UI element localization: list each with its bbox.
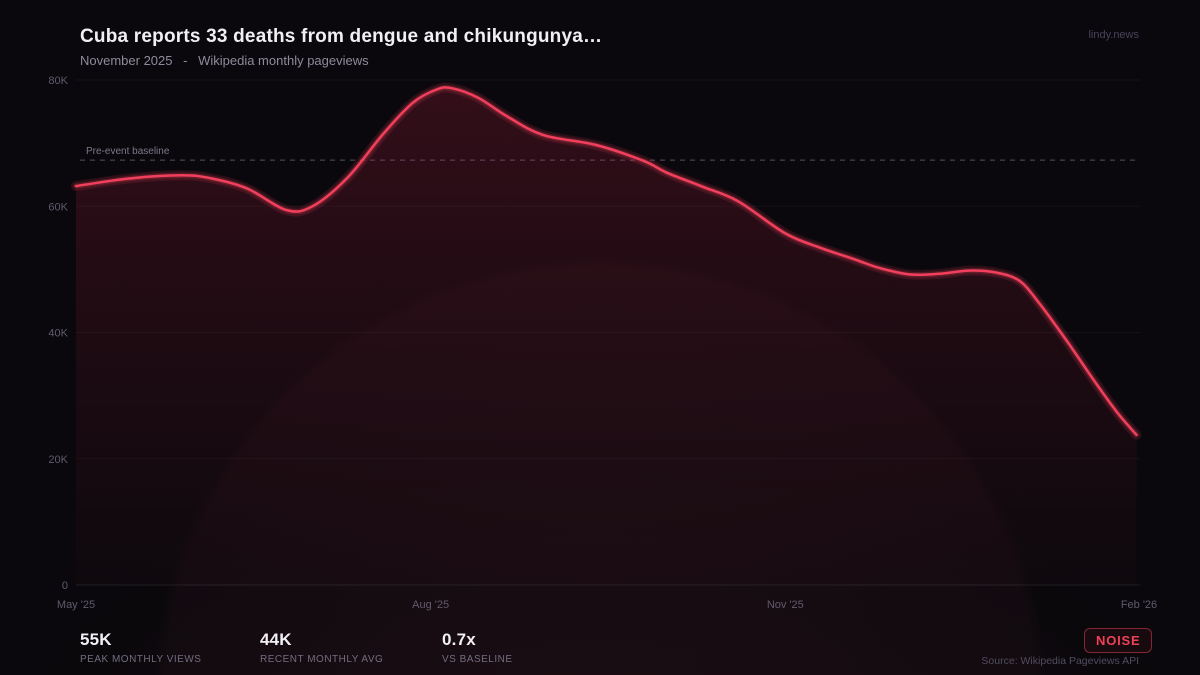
y-tick-60K: 60K: [48, 201, 68, 213]
subtitle-date: November 2025: [80, 53, 173, 68]
x-tick-Aug-'25: Aug '25: [412, 599, 449, 611]
y-tick-80K: 80K: [48, 75, 68, 87]
noise-status-badge: NOISE: [1084, 628, 1153, 653]
y-axis-tick-labels: 80K 60K 40K 20K 0: [48, 75, 68, 592]
stat-value: 44K: [260, 630, 292, 649]
x-tick-Nov-'25: Nov '25: [767, 599, 804, 611]
brand-watermark: lindy.news: [1088, 29, 1139, 41]
y-tick-40K: 40K: [48, 328, 68, 340]
x-tick-May-'25: May '25: [57, 599, 95, 611]
subtitle-source-label: Wikipedia monthly pageviews: [198, 53, 369, 68]
page-title: Cuba reports 33 deaths from dengue and c…: [80, 26, 603, 47]
stat-label: PEAK MONTHLY VIEWS: [80, 654, 202, 665]
stat-recent-monthly-avg: 44K RECENT MONTHLY AVG: [260, 630, 383, 665]
stat-value: 55K: [80, 630, 112, 649]
subtitle-separator: -: [183, 53, 188, 68]
y-tick-20K: 20K: [48, 454, 68, 466]
pageviews-line: [74, 86, 1138, 437]
pre-event-baseline-label: Pre-event baseline: [86, 146, 170, 157]
stat-peak-monthly-views: 55K PEAK MONTHLY VIEWS: [80, 630, 201, 665]
stat-label: VS BASELINE: [442, 654, 513, 665]
y-tick-0: 0: [62, 580, 68, 592]
stat-vs-baseline: 0.7x VS BASELINE: [442, 630, 513, 665]
stat-label: RECENT MONTHLY AVG: [260, 654, 384, 665]
x-axis-tick-labels: May '25 Aug '25 Nov '25 Feb '26: [57, 599, 1157, 611]
x-tick-Feb-'26: Feb '26: [1121, 599, 1157, 611]
pageviews-area-fill: [76, 87, 1137, 586]
stat-value: 0.7x: [442, 630, 476, 649]
source-attribution: Source: Wikipedia Pageviews API: [981, 655, 1139, 667]
page-subtitle: November 2025 - Wikipedia monthly pagevi…: [80, 53, 369, 68]
